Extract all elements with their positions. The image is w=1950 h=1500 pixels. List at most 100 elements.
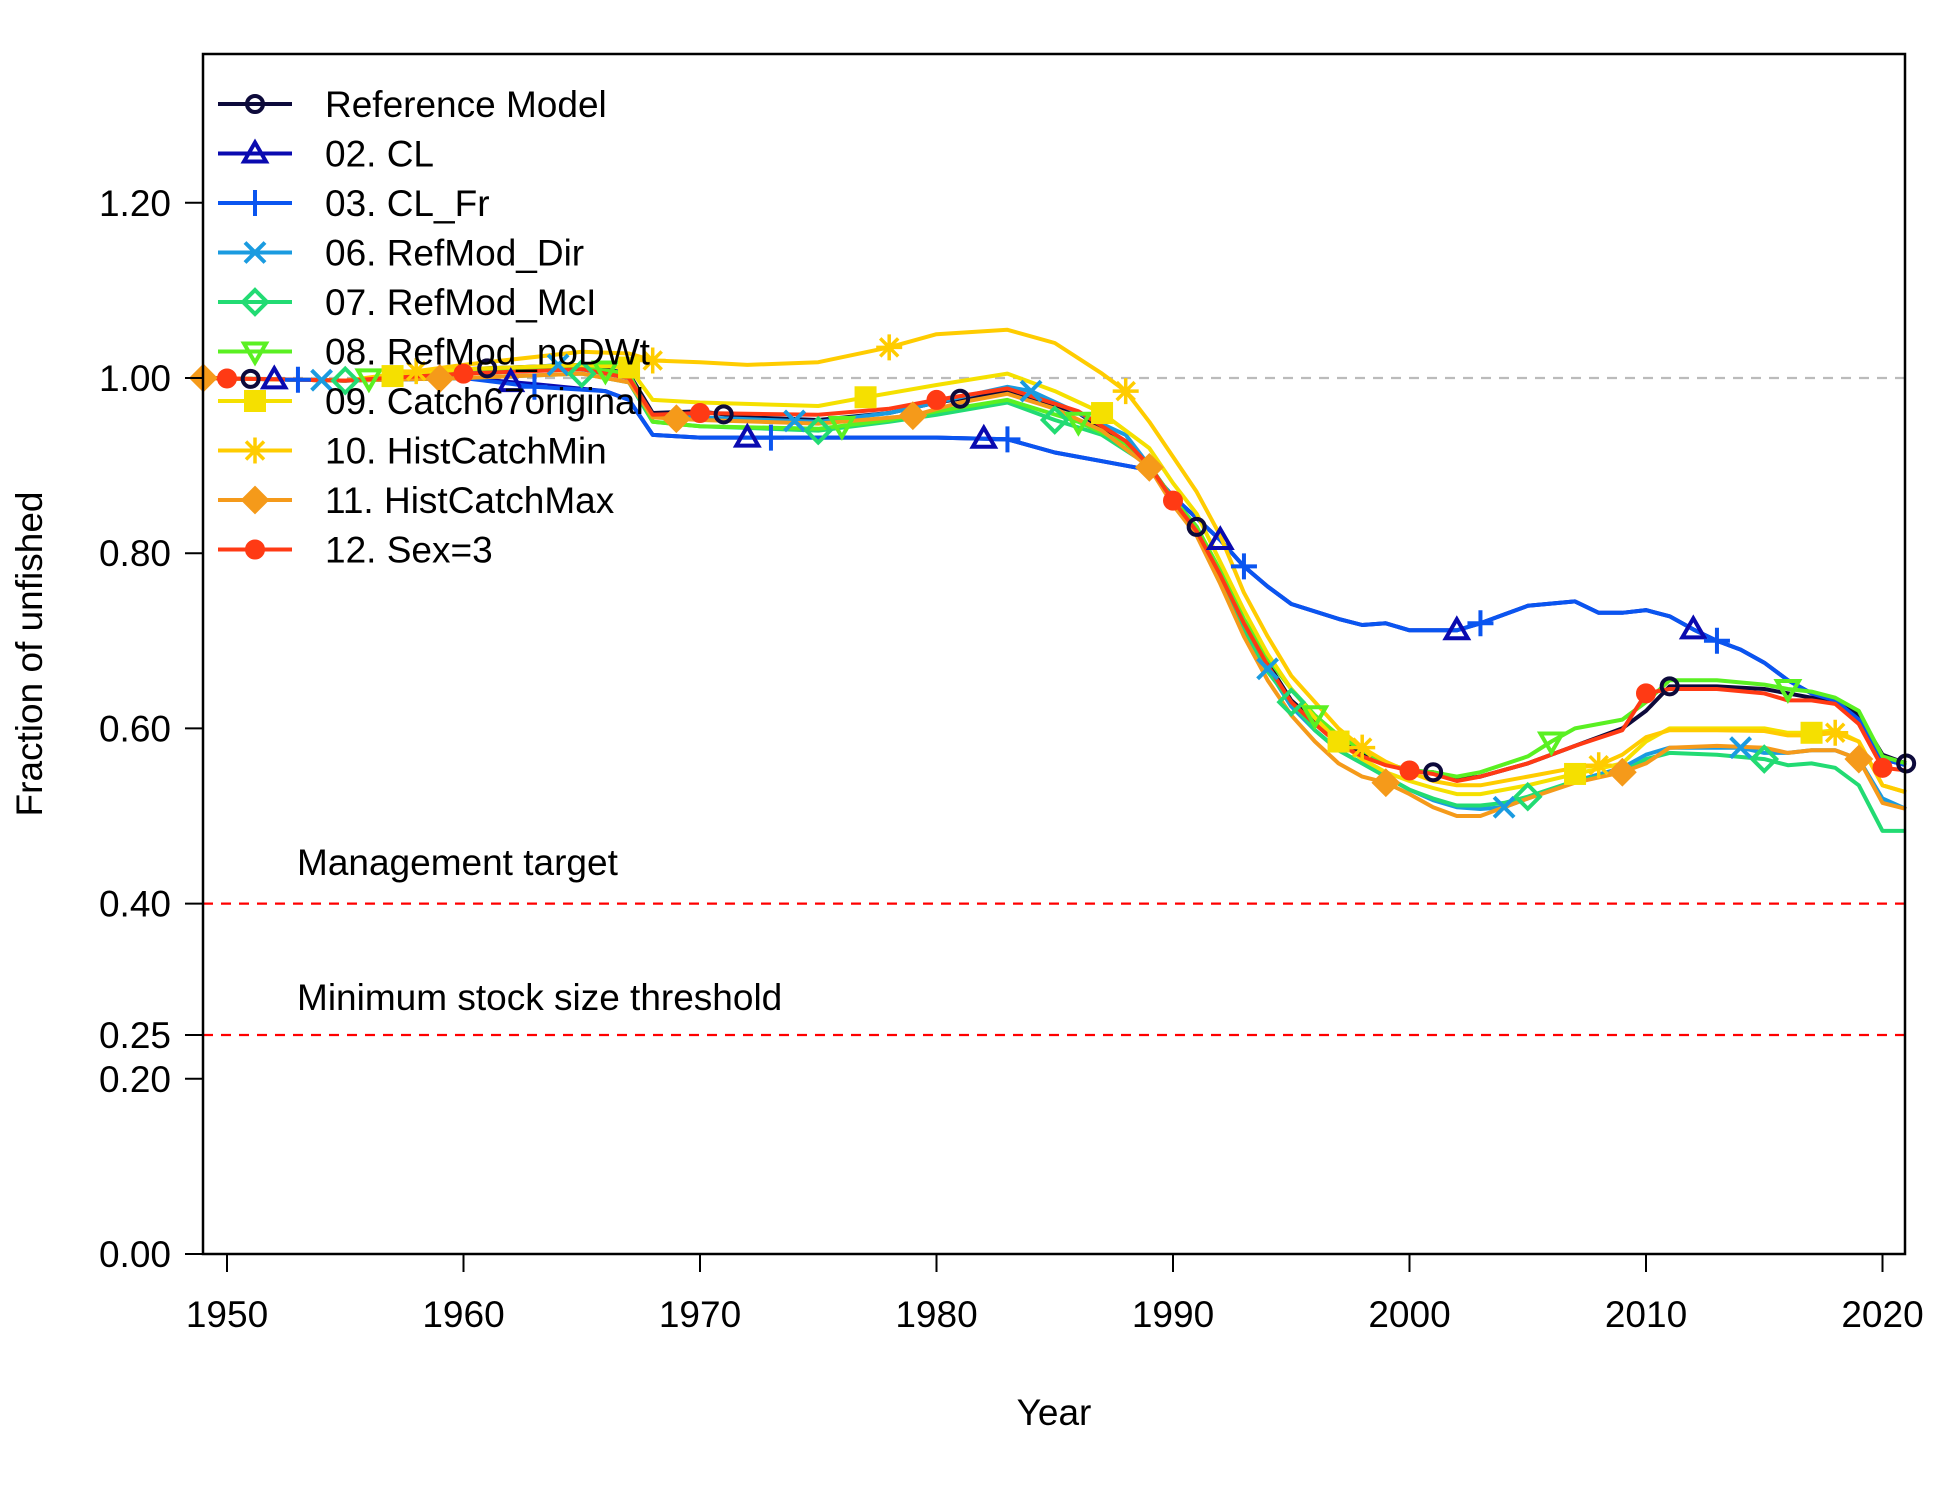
series-marker-11-histcatchmax bbox=[1371, 768, 1401, 798]
series-marker-07-refmod-mci bbox=[1749, 744, 1780, 774]
series-marker-11-histcatchmax bbox=[1607, 757, 1637, 787]
x-tick-label: 2010 bbox=[1605, 1294, 1687, 1335]
x-tick-label: 1950 bbox=[186, 1294, 268, 1335]
y-tick-label: 0.20 bbox=[99, 1059, 171, 1100]
series-marker-09-catch67original bbox=[1327, 730, 1350, 753]
series-marker-02-cl bbox=[496, 367, 526, 393]
x-tick-label: 1960 bbox=[422, 1294, 504, 1335]
y-tick-label: 0.80 bbox=[99, 533, 171, 574]
series-line-10-histcatchmin bbox=[203, 327, 1907, 795]
y-tick-label: 0.40 bbox=[99, 884, 171, 925]
series-marker-12-sex-3 bbox=[1399, 760, 1420, 781]
legend-marker-10-histcatchmin bbox=[242, 437, 268, 464]
x-tick-label: 1970 bbox=[659, 1294, 741, 1335]
series-marker-08-refmod-nodwt bbox=[1773, 678, 1803, 704]
x-tick-label: 2020 bbox=[1841, 1294, 1923, 1335]
series-marker-07-refmod-mci bbox=[803, 415, 834, 446]
series-marker-03-cl-fr bbox=[284, 366, 311, 393]
series-marker-08-refmod-nodwt bbox=[1300, 705, 1330, 731]
series-marker-06-refmod-dir bbox=[1492, 795, 1516, 819]
legend-label-reference-model: Reference Model bbox=[325, 84, 607, 125]
series-marker-reference-model bbox=[713, 404, 734, 425]
series-marker-09-catch67original bbox=[1091, 402, 1114, 425]
series-marker-08-refmod-nodwt bbox=[827, 415, 857, 441]
y-tick-label: 0.00 bbox=[99, 1234, 171, 1275]
series-marker-09-catch67original bbox=[1564, 762, 1587, 785]
series-marker-12-sex-3 bbox=[1163, 490, 1183, 511]
series-marker-06-refmod-dir bbox=[783, 409, 807, 433]
y-tick-label: 0.60 bbox=[99, 708, 171, 749]
series-marker-03-cl-fr bbox=[994, 426, 1021, 453]
series-marker-06-refmod-dir bbox=[546, 353, 570, 377]
series-marker-12-sex-3 bbox=[1636, 683, 1656, 704]
y-axis-title: Fraction of unfished bbox=[9, 492, 50, 817]
y-axis: 0.00 0.200.25 0.40 0.60 0.80 1.00 1.20 bbox=[99, 183, 203, 1275]
series-marker-07-refmod-mci bbox=[1276, 687, 1307, 717]
series-marker-11-histcatchmax bbox=[661, 404, 691, 434]
series-marker-10-histcatchmin bbox=[876, 334, 903, 361]
series-line-03-cl-fr bbox=[203, 376, 1907, 768]
x-tick-label: 1980 bbox=[895, 1294, 977, 1335]
series-marker-02-cl bbox=[1205, 525, 1235, 551]
series-marker-12-sex-3 bbox=[1872, 757, 1893, 778]
series-line-08-refmod-nodwt bbox=[203, 365, 1907, 779]
y-tick-label: 1.00 bbox=[99, 358, 171, 399]
series-marker-reference-model bbox=[477, 358, 498, 379]
y-tick-label: 1.20 bbox=[99, 183, 171, 224]
legend: Reference Model 02. CL 03. CL_Fr 06. RefMod… bbox=[218, 84, 651, 571]
series-marker-03-cl-fr bbox=[1230, 553, 1257, 580]
series-marker-07-refmod-mci bbox=[330, 365, 361, 396]
series-marker-11-histcatchmax bbox=[1844, 744, 1874, 774]
series-marker-02-cl bbox=[732, 422, 762, 448]
minimum-stock-size-threshold-label: Minimum stock size threshold bbox=[297, 977, 782, 1018]
series-marker-07-refmod-mci bbox=[566, 358, 597, 389]
series-marker-06-refmod-dir bbox=[1019, 379, 1043, 403]
series-marker-12-sex-3 bbox=[217, 368, 237, 389]
series-marker-08-refmod-nodwt bbox=[1063, 411, 1093, 437]
legend-marker-06-refmod-dir bbox=[243, 241, 267, 264]
legend-label-02-cl: 02. CL bbox=[325, 134, 434, 175]
series-marker-07-refmod-mci bbox=[1512, 781, 1543, 812]
legend-label-06-refmod-dir: 06. RefMod_Dir bbox=[325, 233, 584, 274]
series-marker-09-catch67original bbox=[618, 356, 641, 379]
series-marker-reference-model bbox=[1659, 676, 1680, 697]
series-marker-reference-model bbox=[950, 388, 971, 409]
series-marker-02-cl bbox=[969, 423, 999, 449]
series-marker-08-refmod-nodwt bbox=[590, 360, 620, 386]
series-marker-06-refmod-dir bbox=[310, 368, 334, 392]
legend-marker-08-refmod-nodwt bbox=[240, 341, 270, 367]
series-marker-10-histcatchmin bbox=[403, 358, 430, 385]
series-marker-reference-model bbox=[240, 368, 261, 389]
x-axis-title: Year bbox=[1017, 1392, 1092, 1433]
series-marker-07-refmod-mci bbox=[1039, 405, 1070, 435]
series-marker-06-refmod-dir bbox=[1729, 736, 1753, 760]
series-marker-03-cl-fr bbox=[521, 373, 548, 400]
legend-marker-09-catch67original bbox=[244, 390, 266, 412]
series-line-11-histcatchmax bbox=[203, 371, 1907, 818]
series-marker-09-catch67original bbox=[854, 386, 877, 409]
series-marker-reference-model bbox=[1186, 516, 1207, 537]
series-marker-02-cl bbox=[259, 364, 289, 390]
legend-label-09-catch67original: 09. Catch67original bbox=[325, 381, 644, 422]
series-marker-08-refmod-nodwt bbox=[354, 368, 384, 394]
x-tick-label: 2000 bbox=[1368, 1294, 1450, 1335]
series-marker-09-catch67original bbox=[381, 365, 404, 388]
management-target-label: Management target bbox=[297, 842, 619, 883]
y-tick-label: 0.25 bbox=[99, 1015, 171, 1056]
series-marker-12-sex-3 bbox=[690, 403, 710, 424]
series-marker-10-histcatchmin bbox=[1822, 719, 1849, 746]
series-marker-02-cl bbox=[1678, 614, 1708, 640]
reference-lines bbox=[203, 376, 1905, 1037]
series-marker-11-histcatchmax bbox=[898, 401, 928, 431]
series-marker-10-histcatchmin bbox=[1585, 752, 1612, 779]
legend-label-08-refmod-nodwt: 08. RefMod_noDWt bbox=[325, 332, 651, 373]
series-marker-06-refmod-dir bbox=[1256, 657, 1280, 681]
legend-marker-11-histcatchmax bbox=[240, 485, 270, 515]
series-markers bbox=[188, 334, 1917, 819]
x-axis: 1950 1960 1970 1980 1990 2000 2010 2020 bbox=[186, 1253, 1924, 1335]
legend-label-07-refmod-mci: 07. RefMod_McI bbox=[325, 282, 596, 323]
legend-marker-reference-model bbox=[245, 94, 265, 114]
series-marker-11-histcatchmax bbox=[1134, 452, 1164, 482]
